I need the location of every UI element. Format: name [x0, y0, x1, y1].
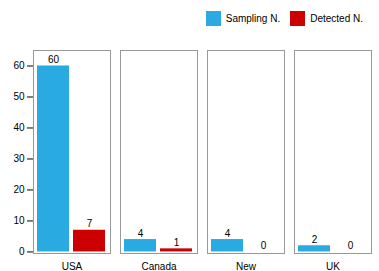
svg-text:20: 20	[13, 184, 25, 195]
svg-text:60: 60	[13, 60, 25, 71]
svg-text:0: 0	[348, 240, 354, 251]
svg-text:0: 0	[261, 240, 267, 251]
svg-text:USA: USA	[62, 261, 83, 271]
svg-text:7: 7	[87, 218, 93, 229]
svg-text:2: 2	[312, 234, 318, 245]
svg-text:10: 10	[13, 215, 25, 226]
svg-text:60: 60	[48, 54, 60, 65]
svg-text:0: 0	[19, 246, 25, 257]
svg-text:40: 40	[13, 122, 25, 133]
svg-text:1: 1	[174, 237, 180, 248]
svg-text:NewZealand: NewZealand	[228, 261, 264, 271]
svg-text:50: 50	[13, 91, 25, 102]
html-text:Sampling N.: Sampling N.	[225, 13, 281, 24]
html-text:Detected N.: Detected N.	[310, 13, 363, 24]
svg-text:UK: UK	[326, 261, 340, 271]
svg-text:Canada: Canada	[141, 261, 176, 271]
svg-text:4: 4	[225, 228, 231, 239]
svg-text:4: 4	[138, 228, 144, 239]
svg-text:30: 30	[13, 153, 25, 164]
